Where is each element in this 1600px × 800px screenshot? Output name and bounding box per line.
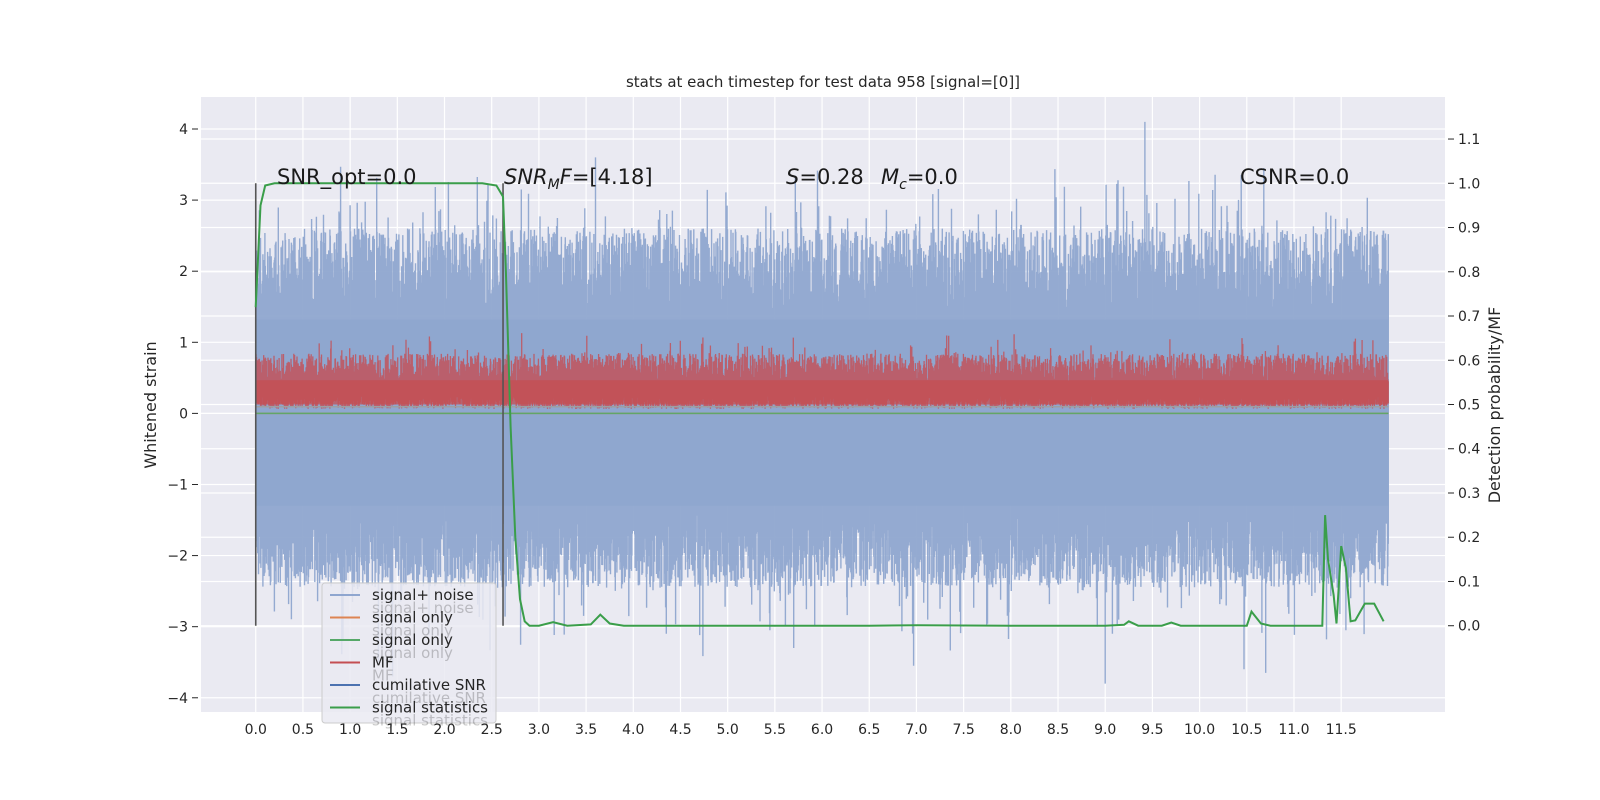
x-ticks: 0.0 0.5 1.0 1.5 2.0 2.5 3.0 3.5 4.0 4.5 5.0 5.5 6.0 6… bbox=[245, 722, 1357, 738]
x-tick-label: 4.0 bbox=[622, 722, 644, 738]
y-ticks: −4 −3 −2 −1 0 1 2 3 4 bbox=[167, 122, 198, 707]
annotation-snr-mf-italic2: F bbox=[560, 165, 573, 189]
y-tick-label: 1 bbox=[179, 335, 188, 351]
x-tick-label: 9.5 bbox=[1141, 722, 1163, 738]
annotations: SNR_opt=0.0 SNRMF=[4.18] S=0.28 Mc=0.0 C… bbox=[277, 165, 1349, 193]
annotation-snr-mf-value: =[4.18] bbox=[572, 165, 653, 189]
legend-ghost-label: signal statistics bbox=[372, 712, 488, 730]
annotation-csnr: CSNR=0.0 bbox=[1240, 165, 1349, 189]
signal-statistics-line bbox=[254, 182, 1385, 627]
legend-label: signal+ noise bbox=[372, 586, 474, 604]
x-tick-label: 2.0 bbox=[433, 722, 455, 738]
annotation-mc: Mc=0.0 bbox=[881, 165, 958, 193]
y-right-tick-label: 0.3 bbox=[1458, 486, 1480, 502]
y-tick-label: 4 bbox=[179, 122, 188, 138]
x-tick-label: 10.5 bbox=[1231, 722, 1262, 738]
x-tick-label: 7.5 bbox=[953, 722, 975, 738]
y-right-tick-label: 0.4 bbox=[1458, 442, 1480, 458]
x-tick-label: 5.0 bbox=[717, 722, 739, 738]
x-tick-label: 11.0 bbox=[1278, 722, 1309, 738]
legend-label: cumilative SNR bbox=[372, 676, 486, 694]
x-tick-label: 3.5 bbox=[575, 722, 597, 738]
annotation-s: S=0.28 bbox=[786, 165, 864, 189]
y-tick-label: −4 bbox=[167, 691, 188, 707]
x-tick-label: 5.5 bbox=[764, 722, 786, 738]
annotation-mc-value: =0.0 bbox=[907, 165, 958, 189]
legend-ghost-label: signal only bbox=[372, 622, 453, 640]
legend-label: signal statistics bbox=[372, 699, 488, 717]
y-right-tick-label: 1.1 bbox=[1458, 132, 1480, 148]
y-right-tick-label: 1.0 bbox=[1458, 176, 1480, 192]
annotation-snr-mf-italic: SNR bbox=[504, 165, 548, 189]
annotation-snr-mf-sub: M bbox=[548, 177, 560, 193]
x-tick-label: 6.0 bbox=[811, 722, 833, 738]
x-tick-label: 6.5 bbox=[858, 722, 880, 738]
y-right-tick-label: 0.6 bbox=[1458, 353, 1480, 369]
legend-ghost-label: MF bbox=[372, 667, 394, 685]
x-tick-label: 4.5 bbox=[669, 722, 691, 738]
x-tick-label: 3.0 bbox=[528, 722, 550, 738]
annotation-mc-italic: M bbox=[881, 165, 899, 189]
y-axis-label: Whitened strain bbox=[141, 341, 160, 468]
x-tick-label: 1.5 bbox=[386, 722, 408, 738]
x-tick-label: 0.0 bbox=[245, 722, 267, 738]
y-right-tick-label: 0.7 bbox=[1458, 309, 1480, 325]
mf-series bbox=[255, 333, 1389, 409]
y-tick-label: 3 bbox=[179, 193, 188, 209]
annotation-mc-sub: c bbox=[899, 177, 907, 193]
annotation-snr-mf: SNRMF=[4.18] bbox=[504, 165, 653, 193]
y-ticks-right: 0.0 0.1 0.2 0.3 0.4 0.5 0.6 0.7 0.8 0.9 1.0 1.1 bbox=[1448, 132, 1480, 635]
x-tick-label: 8.0 bbox=[1000, 722, 1022, 738]
x-tick-label: 2.5 bbox=[481, 722, 503, 738]
x-tick-label: 8.5 bbox=[1047, 722, 1069, 738]
y-axis-label-right: Detection probability/MF bbox=[1485, 307, 1504, 504]
y-tick-label: 0 bbox=[179, 406, 188, 422]
legend-box bbox=[321, 582, 497, 724]
legend-label: signal only bbox=[372, 631, 453, 649]
legend-label: MF bbox=[372, 654, 394, 672]
x-tick-label: 0.5 bbox=[292, 722, 314, 738]
y-tick-label: −1 bbox=[167, 477, 188, 493]
y-right-tick-label: 0.2 bbox=[1458, 530, 1480, 546]
y-right-tick-label: 0.8 bbox=[1458, 265, 1480, 281]
annotation-s-value: =0.28 bbox=[799, 165, 863, 189]
x-tick-label: 9.0 bbox=[1094, 722, 1116, 738]
x-tick-label: 1.0 bbox=[339, 722, 361, 738]
y-right-tick-label: 0.1 bbox=[1458, 574, 1480, 590]
x-tick-label: 7.0 bbox=[905, 722, 927, 738]
signal-statistics-series bbox=[254, 182, 1385, 627]
annotation-snr-opt: SNR_opt=0.0 bbox=[277, 165, 417, 190]
y-tick-label: −3 bbox=[167, 620, 188, 636]
y-right-tick-label: 0.0 bbox=[1458, 619, 1480, 635]
x-tick-label: 10.0 bbox=[1184, 722, 1215, 738]
annotation-s-italic: S bbox=[786, 165, 799, 189]
legend-ghost-label: cumilative SNR bbox=[372, 689, 486, 707]
legend-ghost-label: signal only bbox=[372, 644, 453, 662]
y-right-tick-label: 0.9 bbox=[1458, 221, 1480, 237]
legend-ghost-label: signal+ noise bbox=[372, 599, 474, 617]
flat-lines bbox=[255, 405, 1389, 415]
y-right-tick-label: 0.5 bbox=[1458, 398, 1480, 414]
vertical-markers bbox=[254, 183, 504, 626]
legend-label: signal only bbox=[372, 609, 453, 627]
chart-title: stats at each timestep for test data 958… bbox=[626, 73, 1020, 91]
y-tick-label: −2 bbox=[167, 549, 188, 565]
y-tick-label: 2 bbox=[179, 264, 188, 280]
x-tick-label: 11.5 bbox=[1326, 722, 1357, 738]
